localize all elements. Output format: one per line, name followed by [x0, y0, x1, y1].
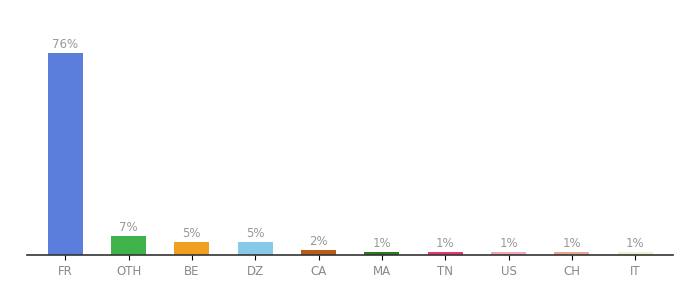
Bar	[238, 242, 273, 255]
Bar	[111, 236, 146, 255]
Bar	[364, 252, 399, 255]
Text: 7%: 7%	[119, 221, 138, 234]
Text: 5%: 5%	[246, 226, 265, 240]
Text: 1%: 1%	[373, 237, 391, 250]
Text: 1%: 1%	[436, 237, 454, 250]
Bar	[428, 252, 462, 255]
Text: 1%: 1%	[626, 237, 645, 250]
Bar	[48, 53, 82, 255]
Bar	[618, 252, 653, 255]
Bar	[175, 242, 209, 255]
Text: 5%: 5%	[183, 226, 201, 240]
Text: 1%: 1%	[499, 237, 518, 250]
Text: 2%: 2%	[309, 235, 328, 248]
Bar	[491, 252, 526, 255]
Text: 1%: 1%	[562, 237, 581, 250]
Bar	[554, 252, 590, 255]
Text: 76%: 76%	[52, 38, 78, 51]
Bar	[301, 250, 336, 255]
